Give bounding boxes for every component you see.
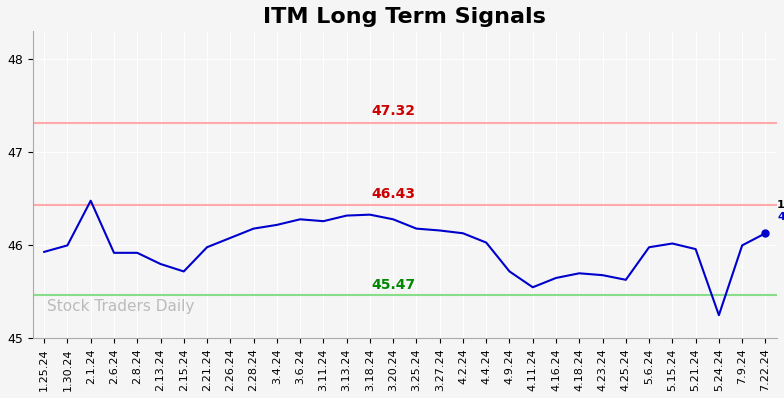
Text: 46.13: 46.13 <box>777 211 784 222</box>
Text: 46.43: 46.43 <box>372 187 416 201</box>
Text: 47.32: 47.32 <box>372 104 416 118</box>
Text: Stock Traders Daily: Stock Traders Daily <box>47 299 194 314</box>
Title: ITM Long Term Signals: ITM Long Term Signals <box>263 7 546 27</box>
Text: 45.47: 45.47 <box>372 278 416 292</box>
Text: 16:00: 16:00 <box>777 200 784 211</box>
